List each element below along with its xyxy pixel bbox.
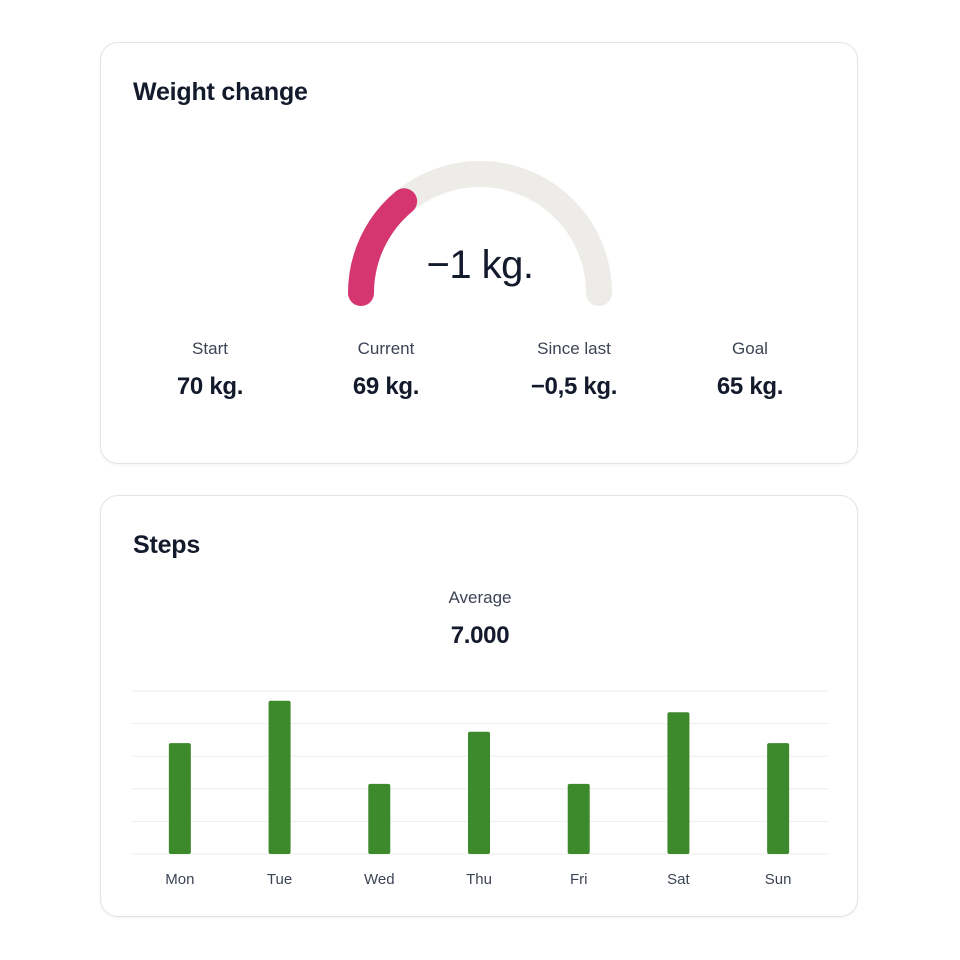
stat-since-last-label: Since last — [537, 339, 611, 358]
stat-since-last: Since last −0,5 kg. — [489, 339, 659, 401]
bar-mon — [168, 743, 191, 854]
stat-since-last-value: −0,5 kg. — [530, 373, 618, 400]
weight-change-value: −1 kg. — [426, 243, 534, 287]
bar-sat — [667, 712, 690, 854]
stat-start-value: 70 kg. — [176, 373, 244, 400]
bar-wed — [368, 783, 391, 854]
steps-bar-chart: Mon Tue Wed Thu Fri Sat Sun — [131, 690, 829, 888]
stat-current-label: Current — [357, 339, 415, 358]
steps-average-label: Average — [448, 588, 512, 607]
x-tick-label-sat: Sat — [667, 871, 690, 888]
stat-start: Start 70 kg. — [125, 339, 295, 401]
gauge-fill — [348, 188, 418, 306]
stat-goal-label: Goal — [732, 339, 768, 358]
steps-average: Average 7.000 — [101, 588, 859, 650]
x-tick-label-thu: Thu — [466, 871, 492, 888]
bar-thu — [468, 731, 490, 854]
weight-stats: Start 70 kg. Current 69 kg. Since last −… — [101, 339, 859, 409]
weight-change-card: Weight change −1 kg. Start 70 kg. Curren… — [100, 42, 858, 464]
x-tick-label-sun: Sun — [765, 871, 792, 888]
x-tick-label-wed: Wed — [364, 871, 395, 888]
bar-fri — [567, 783, 590, 854]
stat-goal: Goal 65 kg. — [665, 339, 835, 401]
steps-card: Steps Average 7.000 Mon Tue Wed Thu Fri Sat Su… — [100, 495, 858, 917]
steps-average-value: 7.000 — [450, 622, 510, 649]
weight-change-title: Weight change — [133, 78, 308, 106]
x-tick-label-tue: Tue — [267, 871, 292, 888]
x-tick-label-fri: Fri — [570, 871, 588, 888]
bar-sun — [767, 743, 790, 854]
stat-current-value: 69 kg. — [352, 373, 420, 400]
stat-goal-value: 65 kg. — [716, 373, 784, 400]
weight-gauge — [348, 161, 612, 306]
stat-start-label: Start — [192, 339, 228, 358]
stat-current: Current 69 kg. — [301, 339, 471, 401]
steps-title: Steps — [133, 531, 201, 559]
bar-tue — [268, 700, 291, 854]
x-tick-label-mon: Mon — [165, 871, 194, 888]
